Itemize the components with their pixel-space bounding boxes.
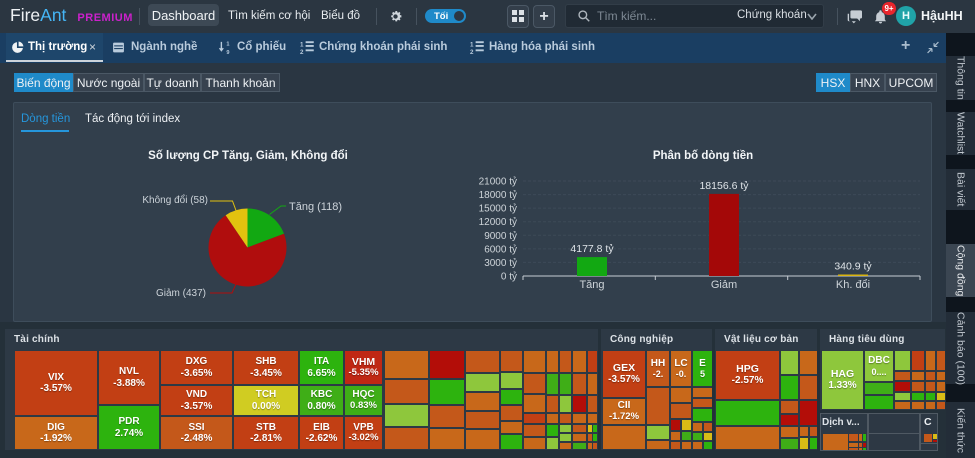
svg-text:Phân bố dòng tiền: Phân bố dòng tiền xyxy=(653,150,753,162)
svg-text:Kh. đổi: Kh. đổi xyxy=(836,279,870,291)
svg-text:18000 tỷ: 18000 tỷ xyxy=(479,189,517,201)
svg-text:340.9 tỷ: 340.9 tỷ xyxy=(834,261,872,273)
svg-text:2: 2 xyxy=(470,49,474,55)
svg-text:4177.8 tỷ: 4177.8 tỷ xyxy=(570,243,614,255)
svg-text:Tăng (118): Tăng (118) xyxy=(289,201,342,213)
svg-text:2: 2 xyxy=(300,49,304,55)
svg-text:15000 tỷ: 15000 tỷ xyxy=(479,203,517,215)
svg-text:Tăng: Tăng xyxy=(579,279,604,291)
svg-text:12000 tỷ: 12000 tỷ xyxy=(479,216,517,228)
svg-text:Số lượng CP Tăng, Giảm, Không: Số lượng CP Tăng, Giảm, Không đổi xyxy=(148,150,348,162)
svg-text:Giảm: Giảm xyxy=(711,279,737,291)
svg-text:9: 9 xyxy=(226,50,229,55)
svg-text:Giảm (437): Giảm (437) xyxy=(156,288,206,299)
svg-text:1: 1 xyxy=(300,41,304,48)
svg-text:18156.6 tỷ: 18156.6 tỷ xyxy=(699,180,749,192)
svg-text:1: 1 xyxy=(226,42,229,48)
svg-text:21000 tỷ: 21000 tỷ xyxy=(479,176,517,188)
svg-text:6000 tỷ: 6000 tỷ xyxy=(484,243,517,255)
svg-text:9000 tỷ: 9000 tỷ xyxy=(484,230,517,242)
svg-text:1: 1 xyxy=(470,41,474,48)
svg-text:0 tỷ: 0 tỷ xyxy=(501,271,517,283)
svg-text:Không đổi (58): Không đổi (58) xyxy=(142,194,208,206)
svg-text:3000 tỷ: 3000 tỷ xyxy=(484,257,517,269)
